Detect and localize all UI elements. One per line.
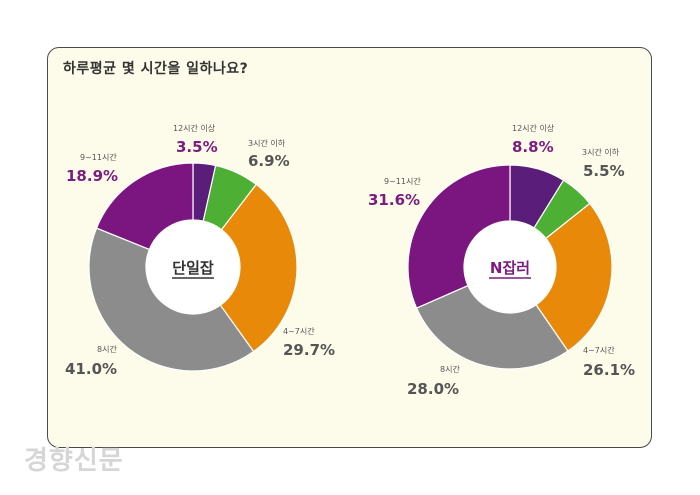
value-label-12h-plus: 3.5% [176, 138, 218, 156]
center-label: N잡러 [490, 259, 530, 277]
slice-9-11h [95, 162, 194, 251]
value-label-9-11h: 18.9% [66, 167, 118, 185]
value-label-8h: 28.0% [407, 380, 459, 398]
category-label-8h: 8시간 [440, 364, 460, 374]
category-label-9-11h: 9~11시간 [384, 176, 421, 186]
publisher-watermark: 경향신문 [24, 446, 124, 476]
value-label-3h-or-less: 6.9% [248, 152, 290, 170]
donut-hole [147, 221, 239, 313]
slice-8h [415, 284, 569, 370]
value-label-8h: 41.0% [65, 360, 117, 378]
category-label-9-11h: 9~11시간 [80, 152, 117, 162]
category-label-3h-or-less: 3시간 이하 [248, 138, 286, 148]
value-label-9-11h: 31.6% [368, 191, 420, 209]
value-label-12h-plus: 8.8% [512, 138, 554, 156]
chart-title: 하루평균 몇 시간을 일하나요? [63, 61, 249, 77]
slice-4-7h [535, 202, 613, 352]
donut-hole [465, 222, 555, 312]
category-label-4-7h: 4~7시간 [283, 326, 315, 336]
category-label-8h: 8시간 [97, 344, 117, 354]
slice-8h [88, 227, 255, 372]
category-label-4-7h: 4~7시간 [583, 345, 615, 355]
category-label-12h-plus: 12시간 이상 [512, 123, 555, 133]
value-label-4-7h: 26.1% [583, 361, 635, 379]
center-label: 단일잡 [172, 259, 214, 277]
value-label-3h-or-less: 5.5% [583, 162, 625, 180]
slice-9-11h [407, 164, 511, 309]
category-label-3h-or-less: 3시간 이하 [582, 147, 620, 157]
donut-chart-n-jobber: N잡러 12시간 이상 8.8% 3시간 이하 5.5% 4~7시간 26.1% 8시간 28.… [368, 123, 635, 398]
category-label-12h-plus: 12시간 이상 [173, 123, 216, 133]
donut-chart-single-job: 단일잡 12시간 이상 3.5% 3시간 이하 6.9% 4~7시간 29.7% 8시간 41.… [65, 123, 335, 378]
value-label-4-7h: 29.7% [283, 341, 335, 359]
slice-4-7h [219, 183, 298, 353]
